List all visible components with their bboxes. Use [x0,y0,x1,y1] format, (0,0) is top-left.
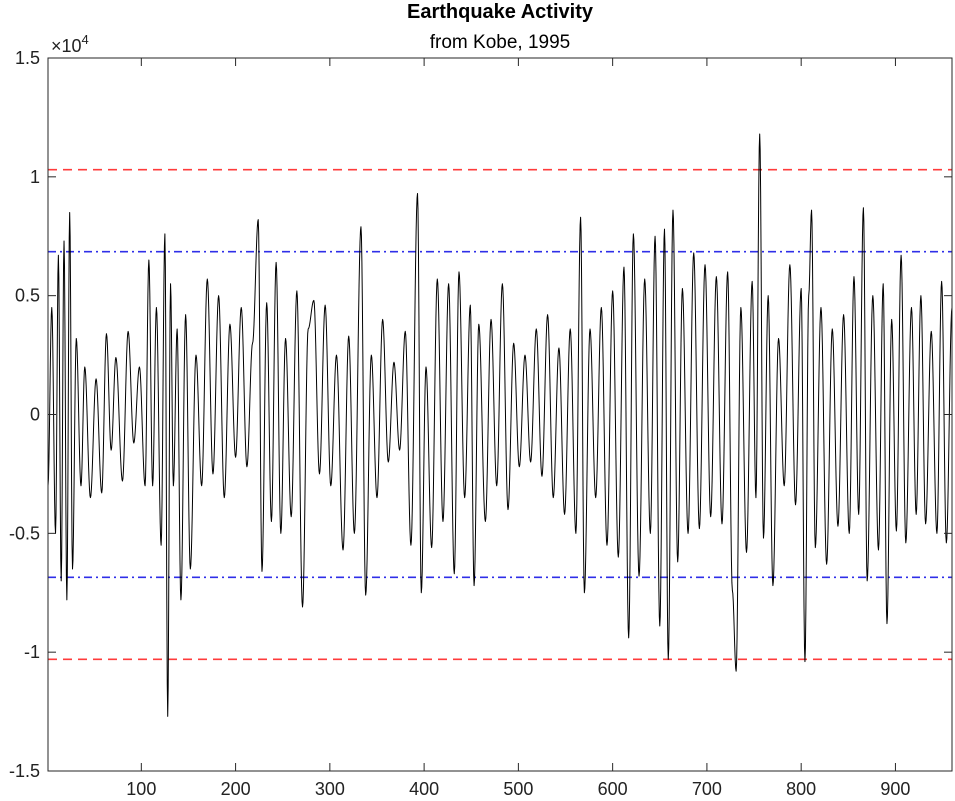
y-tick-label: -1.5 [9,761,40,781]
threshold-lines [48,168,952,661]
y-exponent-power: 4 [82,32,89,47]
y-tick-label: 0.5 [15,286,40,306]
chart-title: Earthquake Activity [407,1,594,23]
x-tick-label: 300 [315,779,345,799]
chart-subtitle: from Kobe, 1995 [430,32,570,53]
x-tick-label: 400 [409,779,439,799]
x-tick-label: 900 [880,779,910,799]
x-tick-label: 600 [598,779,628,799]
y-tick-label: -0.5 [9,523,40,543]
y-tick-label: 1.5 [15,48,40,68]
signal-series [47,133,953,717]
y-axis-ticks: -1.5 -1 -0.5 0 0.5 1 1.5 [9,48,952,781]
y-tick-label: 0 [30,405,40,425]
y-exponent-base: ×10 [51,36,82,56]
y-tick-label: 1 [30,167,40,187]
x-tick-label: 700 [692,779,722,799]
y-tick-label: -1 [24,642,40,662]
signal-line [47,133,953,717]
y-exponent-label: ×104 [51,32,89,56]
x-tick-label: 500 [503,779,533,799]
x-tick-label: 100 [126,779,156,799]
x-tick-label: 800 [786,779,816,799]
x-axis-ticks: 100 200 300 400 500 600 700 800 900 [126,58,910,799]
x-tick-label: 200 [221,779,251,799]
